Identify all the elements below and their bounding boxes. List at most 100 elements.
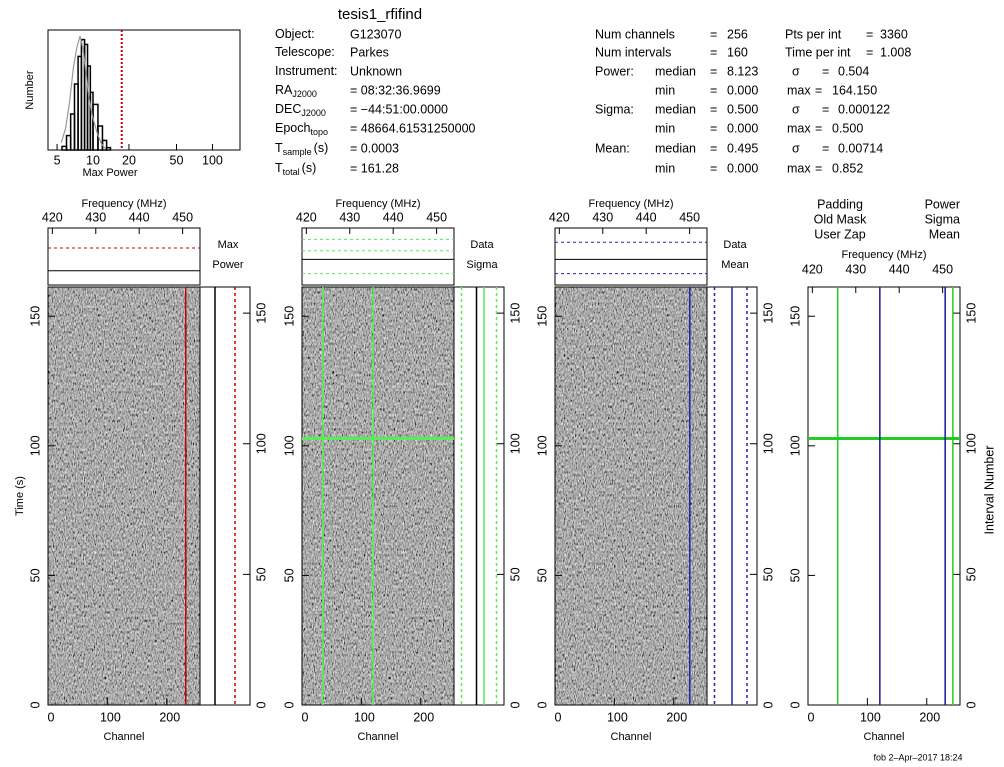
info-cell: = bbox=[815, 83, 822, 97]
y2-tick-label: 150 bbox=[254, 303, 268, 324]
x-tick-label: 50 bbox=[170, 153, 184, 167]
dynamic-spectrum bbox=[48, 287, 200, 705]
info-label-text: Telescope: bbox=[275, 45, 335, 59]
info-cell: 256 bbox=[727, 27, 748, 41]
y2-tick-label: 100 bbox=[761, 433, 775, 454]
info-cell: σ bbox=[792, 64, 800, 78]
info-value: G123070 bbox=[350, 27, 401, 41]
x-tick-label: 10 bbox=[86, 153, 100, 167]
info-cell: max bbox=[787, 121, 811, 135]
x-tick-label: 0 bbox=[555, 710, 562, 724]
info-cell: 0.000122 bbox=[838, 102, 890, 116]
info-cell: = bbox=[815, 121, 822, 135]
info-value: = −44:51:00.0000 bbox=[350, 102, 448, 116]
info-label: DECJ2000 bbox=[275, 102, 326, 118]
info-label-text: T bbox=[275, 161, 283, 175]
y2-tick-label: 50 bbox=[508, 567, 522, 581]
info-label: Ttotal (s) bbox=[275, 161, 316, 177]
info-cell: = bbox=[710, 27, 717, 41]
x-axis-label: Channel bbox=[864, 731, 905, 743]
y-tick-label: 150 bbox=[282, 306, 296, 327]
info-cell: 0.500 bbox=[832, 121, 863, 135]
info-cell: 160 bbox=[727, 45, 748, 59]
dynamic-spectrum bbox=[302, 287, 454, 705]
top-tick-label: 440 bbox=[129, 210, 150, 224]
info-label: Tsample (s) bbox=[275, 141, 328, 157]
info-label-text: Epoch bbox=[275, 121, 310, 135]
y-tick-label: 100 bbox=[28, 435, 42, 456]
y-tick-label: 150 bbox=[535, 306, 549, 327]
info-cell: = bbox=[822, 64, 829, 78]
x-tick-label: 0 bbox=[302, 710, 309, 724]
info-label-unit: (s) bbox=[302, 161, 317, 175]
info-cell: Num intervals bbox=[595, 45, 671, 59]
legend-entry: User Zap bbox=[814, 227, 865, 241]
x-tick-label: 0 bbox=[808, 710, 815, 724]
info-label: Instrument: bbox=[275, 64, 338, 78]
x-tick-label: 200 bbox=[159, 710, 180, 724]
info-cell: Sigma: bbox=[595, 102, 634, 116]
info-label: Object: bbox=[275, 27, 315, 41]
x-tick-label: 100 bbox=[860, 710, 881, 724]
y2-tick-label: 50 bbox=[964, 567, 978, 581]
y2-axis-label: Interval Number bbox=[982, 446, 996, 535]
top-tick-label: 450 bbox=[932, 262, 953, 276]
info-label-unit: (s) bbox=[314, 141, 329, 155]
y2-tick-label: 100 bbox=[964, 433, 978, 454]
top-axis-label: Frequency (MHz) bbox=[336, 198, 421, 210]
info-cell: 164.150 bbox=[832, 83, 877, 97]
y2-tick-label: 0 bbox=[508, 701, 522, 708]
top-tick-label: 420 bbox=[42, 210, 63, 224]
top-tick-label: 420 bbox=[802, 262, 823, 276]
top-tick-label: 440 bbox=[636, 210, 657, 224]
info-label-text: RA bbox=[275, 83, 293, 97]
info-cell: 8.123 bbox=[727, 64, 758, 78]
info-label: Telescope: bbox=[275, 45, 335, 59]
y-tick-label: 100 bbox=[282, 435, 296, 456]
info-value: Unknown bbox=[350, 64, 402, 78]
info-cell: = bbox=[710, 161, 717, 175]
x-axis-label: Channel bbox=[104, 731, 145, 743]
top-plot-frame bbox=[47, 227, 201, 286]
info-cell: 3360 bbox=[880, 27, 908, 41]
y-tick-label: 50 bbox=[282, 568, 296, 582]
x-axis-label: Max Power bbox=[82, 167, 137, 179]
info-cell: σ bbox=[792, 102, 800, 116]
info-label-text: T bbox=[275, 141, 283, 155]
y2-tick-label: 0 bbox=[964, 701, 978, 708]
info-cell: = bbox=[710, 102, 717, 116]
info-cell: Num channels bbox=[595, 27, 675, 41]
info-cell: = bbox=[710, 141, 717, 155]
y-tick-label: 100 bbox=[788, 435, 802, 456]
legend-entry: Max bbox=[218, 239, 239, 251]
x-tick-label: 200 bbox=[413, 710, 434, 724]
top-tick-label: 430 bbox=[592, 210, 613, 224]
top-tick-label: 430 bbox=[845, 262, 866, 276]
legend-entry: Old Mask bbox=[814, 212, 868, 226]
histogram-bar bbox=[97, 125, 104, 151]
info-cell: = bbox=[822, 141, 829, 155]
y-tick-label: 0 bbox=[788, 701, 802, 708]
info-value: = 0.0003 bbox=[350, 141, 399, 155]
y2-tick-label: 50 bbox=[761, 567, 775, 581]
top-tick-label: 430 bbox=[339, 210, 360, 224]
top-tick-label: 450 bbox=[679, 210, 700, 224]
info-cell: median bbox=[655, 102, 696, 116]
info-cell: min bbox=[655, 161, 675, 175]
top-tick-label: 430 bbox=[85, 210, 106, 224]
top-axis-label: Frequency (MHz) bbox=[82, 198, 167, 210]
x-tick-label: 100 bbox=[607, 710, 628, 724]
y2-tick-label: 0 bbox=[254, 701, 268, 708]
info-label-sub: topo bbox=[310, 127, 328, 137]
legend-entry: Data bbox=[470, 239, 494, 251]
y-axis-label: Time (s) bbox=[14, 476, 26, 516]
info-cell: = bbox=[710, 64, 717, 78]
y2-tick-label: 150 bbox=[508, 303, 522, 324]
info-label: RAJ2000 bbox=[275, 83, 317, 99]
top-tick-label: 420 bbox=[296, 210, 317, 224]
info-cell: 0.500 bbox=[727, 102, 758, 116]
dynamic-spectrum bbox=[555, 287, 707, 705]
y-tick-label: 0 bbox=[282, 701, 296, 708]
x-tick-label: 0 bbox=[48, 710, 55, 724]
